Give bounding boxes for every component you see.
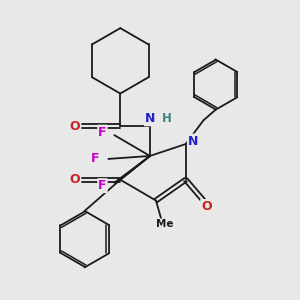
Text: N: N bbox=[145, 112, 155, 125]
Text: O: O bbox=[69, 120, 80, 133]
Text: F: F bbox=[91, 152, 99, 165]
Text: F: F bbox=[98, 179, 107, 192]
Text: O: O bbox=[201, 200, 212, 213]
Text: N: N bbox=[188, 135, 198, 148]
Text: Me: Me bbox=[156, 219, 174, 229]
Text: O: O bbox=[69, 173, 80, 186]
Text: H: H bbox=[161, 112, 171, 125]
Text: F: F bbox=[98, 126, 107, 139]
